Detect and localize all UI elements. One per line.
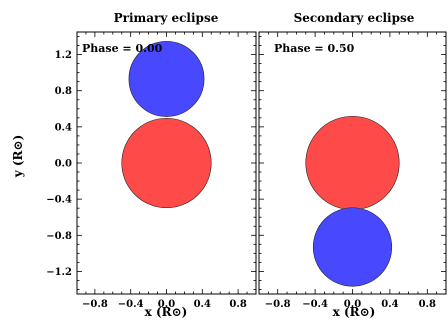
plot-area: −0.8 −0.4 0.0 0.4 0.8: [258, 31, 447, 310]
x-axis-label: x (R⊙): [145, 305, 188, 319]
x-tick-label: −0.4: [118, 299, 144, 310]
primary-star-disk: [305, 115, 400, 211]
panel-title: Primary eclipse: [114, 11, 219, 25]
primary-star-disk: [121, 117, 212, 209]
secondary-star-disk: [312, 207, 393, 287]
y-tick-label: 1.2: [55, 50, 72, 61]
y-tick-label: 0.8: [55, 86, 72, 97]
x-tick-label: −0.8: [265, 299, 291, 310]
phase-annotation: Phase = 0.00: [82, 42, 163, 55]
x-tick-label: −0.8: [82, 299, 108, 310]
x-tick-label: 0.0: [158, 299, 175, 310]
x-tick-label: 0.8: [229, 299, 246, 310]
x-axis-label: x (R⊙): [333, 305, 376, 319]
x-tick-label: −0.4: [302, 299, 328, 310]
y-tick-label: −0.8: [46, 231, 72, 242]
y-tick-label: −1.2: [46, 267, 72, 278]
panel-secondary: Secondary eclipse −0.8 −0.4 0.0 0.4 0.8 Phas…: [258, 11, 447, 319]
phase-annotation: Phase = 0.50: [274, 42, 355, 55]
x-tick-label: 0.8: [419, 299, 436, 310]
x-tick-label: 0.4: [194, 299, 211, 310]
y-tick-label: 0.4: [55, 122, 72, 133]
panel-primary: Primary eclipse −0.8 −0.4 0.0 0.4 0.8−1.2−0.…: [11, 11, 257, 319]
plot-area: −0.8 −0.4 0.0 0.4 0.8 −1.2 −0.8 −0.4 0.0 0.4 0.8 1.…: [46, 31, 257, 310]
y-tick-label: 0.0: [55, 159, 72, 170]
panel-title: Secondary eclipse: [294, 11, 415, 25]
secondary-star-disk: [128, 41, 205, 117]
y-axis-label: y (R⊙): [11, 135, 25, 179]
x-tick-label: 0.4: [381, 299, 398, 310]
y-tick-label: −0.4: [46, 195, 72, 206]
x-tick-label: 0.0: [344, 299, 361, 310]
